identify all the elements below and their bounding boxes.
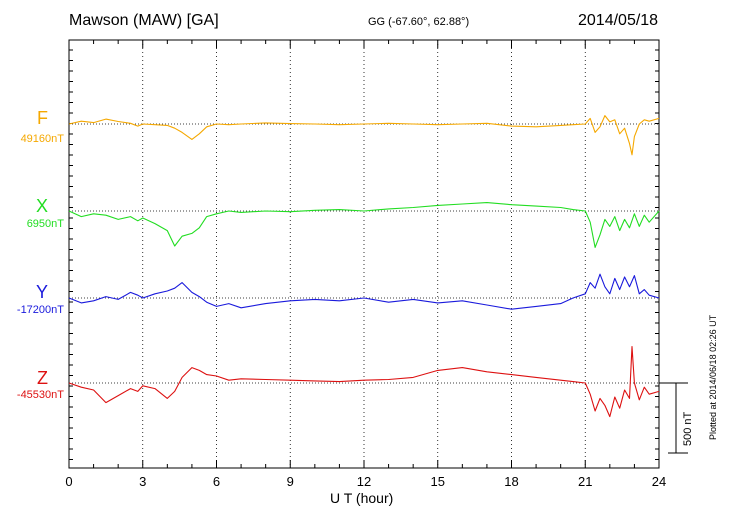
x-tick-label: 12 <box>357 474 371 489</box>
series-line-Z <box>68 346 660 418</box>
baseline-value-F: 49160nT <box>21 133 65 145</box>
x-tick-label: 9 <box>287 474 294 489</box>
series-line-F <box>68 115 660 156</box>
x-tick-label: 21 <box>578 474 592 489</box>
x-axis-label: U T (hour) <box>330 490 394 506</box>
x-tick-label: 3 <box>139 474 146 489</box>
scale-bar-label: 500 nT <box>682 411 694 446</box>
x-tick-label: 24 <box>652 474 666 489</box>
x-tick-label: 6 <box>213 474 220 489</box>
series-line-Y <box>68 273 660 310</box>
plotted-timestamp: Plotted at 2014/06/18 02:26 UT <box>708 314 718 440</box>
component-label-Z: Z <box>37 368 48 388</box>
baseline-value-Y: -17200nT <box>17 304 64 316</box>
baseline-value-X: 6950nT <box>27 218 65 230</box>
date-label: 2014/05/18 <box>578 12 659 29</box>
component-label-F: F <box>37 108 48 128</box>
geographic-coordinates: GG (-67.60°, 62.88°) <box>368 16 470 28</box>
component-label-X: X <box>36 196 48 216</box>
x-tick-label: 15 <box>431 474 445 489</box>
x-tick-label: 0 <box>65 474 72 489</box>
station-title: Mawson (MAW) [GA] <box>69 12 219 29</box>
series-line-X <box>68 202 660 248</box>
baseline-value-Z: -45530nT <box>17 389 64 401</box>
component-label-Y: Y <box>36 282 48 302</box>
x-tick-label: 18 <box>504 474 518 489</box>
